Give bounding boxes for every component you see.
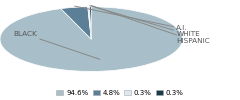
Wedge shape <box>88 7 91 39</box>
Text: A.I.: A.I. <box>75 6 188 32</box>
Wedge shape <box>90 7 91 39</box>
Text: WHITE: WHITE <box>90 6 200 37</box>
Text: BLACK: BLACK <box>13 31 100 59</box>
Legend: 94.6%, 4.8%, 0.3%, 0.3%: 94.6%, 4.8%, 0.3%, 0.3% <box>56 89 184 96</box>
Wedge shape <box>61 7 91 39</box>
Text: HISPANIC: HISPANIC <box>92 6 210 44</box>
Wedge shape <box>0 7 182 71</box>
